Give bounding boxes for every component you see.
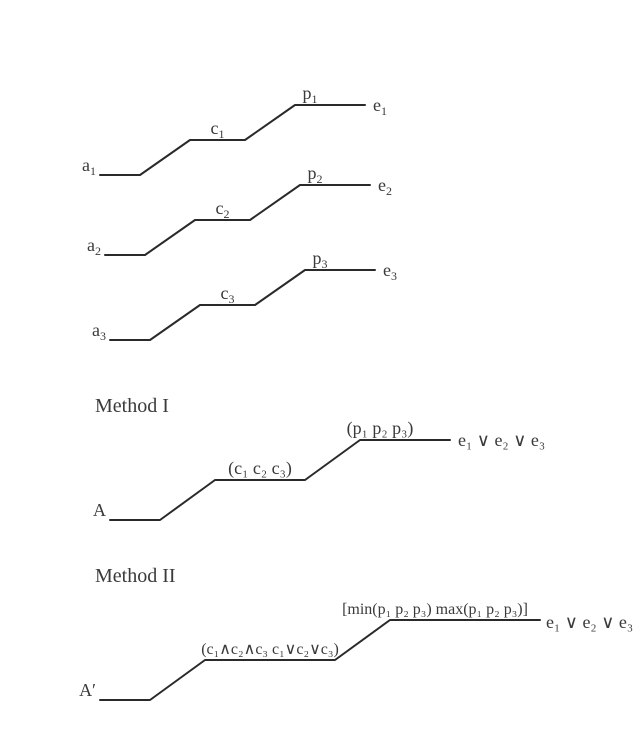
step-path-1 [100,105,365,175]
step-path-2 [105,185,370,255]
method2-a-label: A′ [79,680,96,700]
e-label-2: e2 [378,175,392,198]
a-label-3: a3 [92,320,106,343]
c-label-1: c1 [211,118,225,141]
method2-p-label: [min(p₁ p₂ p₃) max(p₁ p₂ p₃)] [342,601,528,618]
p-label-2: p2 [308,163,323,186]
a-label-2: a2 [87,235,101,258]
method1-p-label: (p₁ p₂ p₃) [347,418,414,439]
method1-c-label: (c₁ c₂ c₃) [228,458,292,479]
e-label-3: e3 [383,260,397,283]
c-label-3: c3 [221,283,235,306]
method1-heading: Method I [95,395,169,417]
method2-e-label: e₁ ∨ e₂ ∨ e₃ [546,612,633,632]
p-label-3: p3 [313,248,328,271]
e-label-1: e1 [373,95,387,118]
method1-step-path [110,440,450,520]
step-path-3 [110,270,375,340]
p-label-1: p1 [303,83,318,106]
method2-c-label: (c₁∧c₂∧c₃ c₁∨c₂∨c₃) [201,641,339,658]
c-label-2: c2 [216,198,230,221]
method1-a-label: A [93,500,106,520]
a-label-1: a1 [82,155,96,178]
method2-heading: Method II [95,565,176,587]
method1-e-label: e₁ ∨ e₂ ∨ e₃ [458,430,545,450]
diagram-canvas: a1 c1 p1 e1 a2 c2 p2 e2 a3 c3 p3 e3 Method I A (c₁ c₂ … [0,0,634,740]
method2-step-path [100,620,540,700]
